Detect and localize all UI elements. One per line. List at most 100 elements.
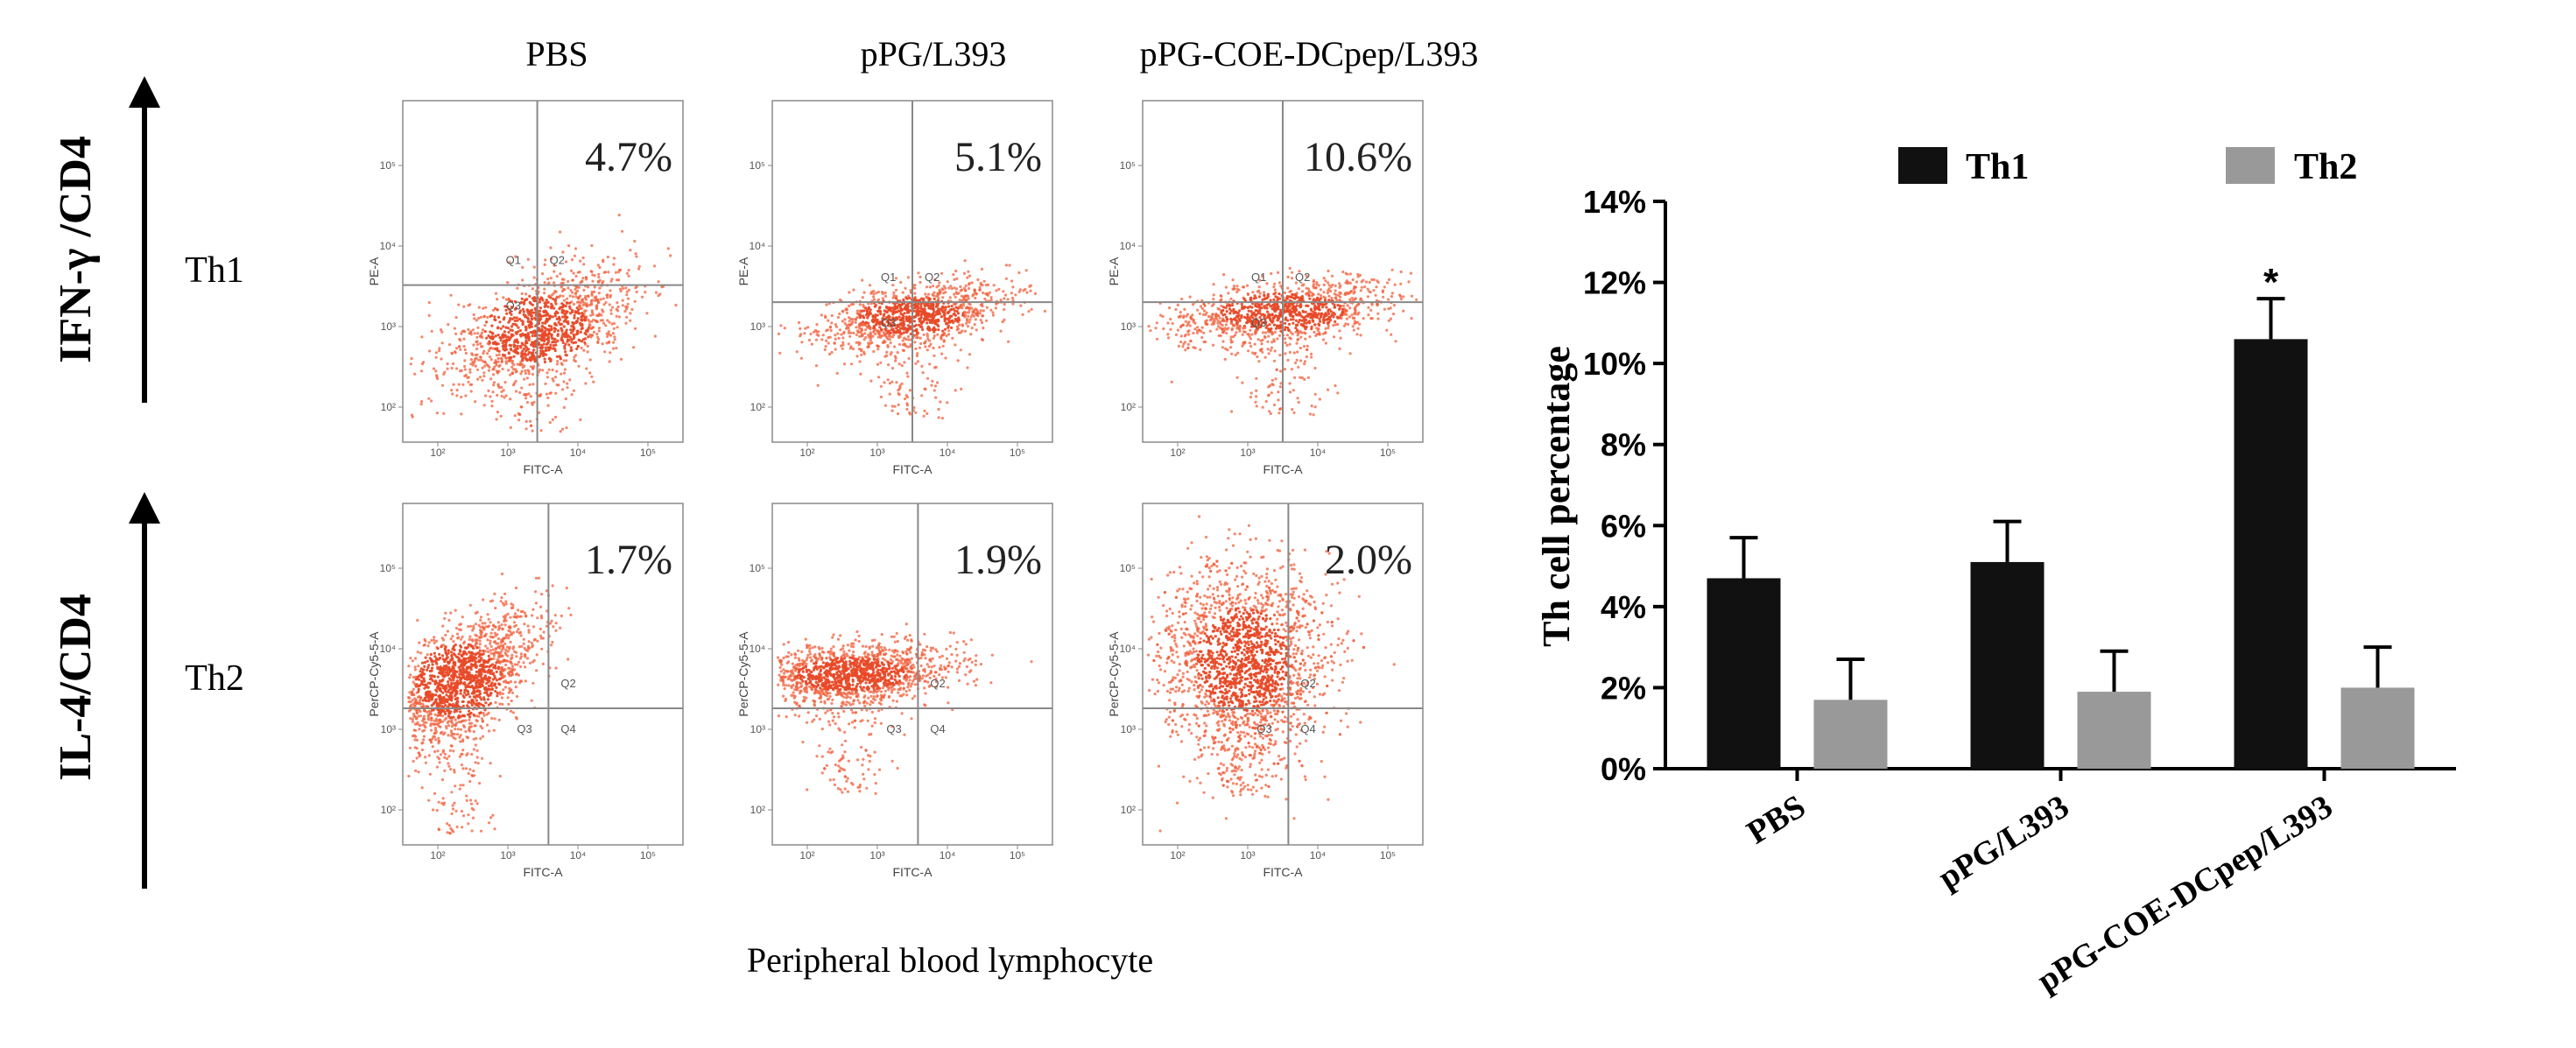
quadrant-percentage: 10.6% (1304, 134, 1412, 180)
flow-panel: IFN-γ /CD4 IL-4/CD4 Th1 Th2 PBS pPG/L393… (51, 34, 1478, 980)
y-tick-label: 10⁵ (1120, 562, 1136, 574)
x-tick-label: 10² (1170, 849, 1185, 862)
bar-th1 (2234, 339, 2308, 769)
y-tick-label: 0% (1601, 751, 1646, 787)
quadrant-label: Q2 (1300, 677, 1315, 690)
row-label-th2: Th2 (185, 658, 244, 699)
y-tick-label: 10⁴ (379, 240, 396, 252)
y-tick-label: 10³ (750, 320, 765, 333)
x-tick-label: 10² (799, 447, 814, 459)
x-tick-label: 10⁵ (1380, 447, 1396, 459)
y-tick-label: 14% (1583, 184, 1646, 220)
flow-plot: Q2 Q3 Q4 10² 10² 10³ 10³ 10⁴ 10⁴ 10⁵ 10⁵ FITC-A PerC… (736, 503, 1053, 879)
dot-cloud (1147, 266, 1418, 417)
chart-bars: * (1707, 261, 2415, 769)
dot-cloud (776, 622, 1033, 796)
quadrant-percentage: 4.7% (585, 134, 672, 180)
quadrant-label: Q2 (550, 254, 565, 267)
x-tick-label: 10³ (1240, 849, 1255, 862)
y-axis-title: Th cell percentage (1535, 346, 1578, 647)
quadrant-label: Q3 (1256, 722, 1271, 735)
y-tick-label: 10³ (1121, 320, 1136, 333)
x-tick-label: 10³ (500, 447, 515, 459)
y-label-row2: IL-4/CD4 (51, 594, 101, 781)
x-tick-label: 10⁴ (1310, 447, 1327, 459)
y-label-row1: IFN-γ /CD4 (51, 136, 101, 363)
x-category-label: PBS (1741, 788, 1812, 852)
x-param-label: FITC-A (892, 462, 933, 476)
quadrant-label: Q1 (881, 271, 896, 284)
x-tick-label: 10² (430, 447, 445, 459)
x-param-label: FITC-A (1263, 462, 1303, 476)
x-tick-label: 10⁵ (640, 447, 656, 459)
quadrant-label: Q3 (506, 299, 521, 313)
y-tick-label: 10² (750, 804, 765, 816)
x-category-label: pPG-COE-DCpep/L393 (2031, 788, 2340, 999)
y-param-label: PE-A (736, 257, 750, 285)
y-tick-label: 10⁵ (750, 562, 765, 574)
bar-th2 (2340, 687, 2415, 769)
y-param-label: PE-A (1107, 257, 1121, 285)
y-tick-label: 10² (1121, 804, 1136, 816)
quadrant-label: Q4 (930, 722, 945, 735)
y-tick-label: 10⁵ (750, 159, 765, 172)
flow-plot: Q1 Q2 Q3 10² 10² 10³ 10³ 10⁴ 10⁴ 10⁵ 10⁵ FITC-A PE-A… (367, 100, 684, 476)
dot-cloud (407, 572, 573, 835)
col-title-ppg: pPG/L393 (861, 34, 1007, 74)
y-tick-label: 6% (1601, 508, 1646, 544)
x-category-label: pPG/L393 (1932, 788, 2076, 897)
x-tick-label: 10⁴ (1310, 849, 1327, 862)
flow-plot: Q2 Q3 Q4 10² 10² 10³ 10³ 10⁴ 10⁴ 10⁵ 10⁵ FITC-A PerC… (1107, 503, 1424, 879)
x-tick-label: 10² (1170, 447, 1185, 459)
legend-label-th1: Th1 (1966, 147, 2029, 187)
row-label-th1: Th1 (185, 250, 244, 291)
x-tick-label: 10² (430, 849, 445, 862)
legend-swatch-th1 (1898, 147, 1947, 184)
x-tick-label: 10⁵ (1010, 849, 1025, 862)
y-tick-label: 10⁴ (1119, 643, 1136, 655)
quadrant-percentage: 5.1% (954, 134, 1042, 180)
significance-marker: * (2263, 261, 2279, 304)
y-tick-label: 10³ (381, 320, 396, 333)
y-tick-label: 10² (1121, 401, 1136, 413)
quadrant-label: Q1 (1251, 271, 1266, 284)
x-tick-label: 10⁵ (640, 849, 656, 862)
quadrant-label: Q2 (560, 677, 575, 690)
x-tick-label: 10³ (869, 849, 884, 862)
plot-frame (1142, 503, 1424, 846)
x-tick-label: 10⁴ (570, 447, 587, 459)
x-param-label: FITC-A (523, 865, 563, 879)
flow-plot: Q1 Q2 Q3 10² 10² 10³ 10³ 10⁴ 10⁴ 10⁵ 10⁵ FITC-A PE-A… (736, 100, 1053, 476)
y-tick-label: 10⁵ (380, 562, 396, 574)
x-tick-label: 10⁵ (1380, 849, 1396, 862)
quadrant-percentage: 2.0% (1325, 537, 1412, 583)
y-tick-label: 10² (381, 804, 396, 816)
y-tick-label: 4% (1601, 589, 1646, 625)
plot-frame (402, 100, 684, 443)
x-param-label: FITC-A (892, 865, 933, 879)
quadrant-label: Q3 (517, 722, 531, 735)
x-tick-label: 10³ (1240, 447, 1255, 459)
quadrant-label: Q2 (930, 677, 945, 690)
quadrant-label: Q2 (925, 271, 940, 284)
y-tick-label: 10³ (1121, 723, 1136, 735)
flow-plot: Q2 Q3 Q4 10² 10² 10³ 10³ 10⁴ 10⁴ 10⁵ 10⁵ FITC-A PerC… (367, 503, 684, 879)
x-param-label: FITC-A (523, 462, 563, 476)
quadrant-label: Q3 (1251, 316, 1266, 329)
quadrant-label: Q4 (1300, 722, 1315, 735)
y-tick-label: 10⁴ (1119, 240, 1136, 252)
quadrant-label: Q1 (506, 254, 521, 267)
col-title-ppg-coe: pPG-COE-DCpep/L393 (1140, 34, 1479, 74)
y-tick-label: 10² (381, 401, 396, 413)
bar-th1 (1707, 578, 1781, 769)
y-param-label: PE-A (367, 257, 381, 285)
y-param-label: PerCP-Cy5-5-A (1107, 631, 1121, 717)
x-tick-label: 10³ (869, 447, 884, 459)
x-tick-label: 10⁴ (570, 849, 587, 862)
y-tick-label: 10% (1583, 346, 1646, 382)
bar-th2 (1813, 700, 1888, 769)
y-tick-label: 12% (1583, 265, 1646, 301)
dot-cloud (777, 259, 1046, 420)
quadrant-percentage: 1.7% (585, 537, 672, 583)
